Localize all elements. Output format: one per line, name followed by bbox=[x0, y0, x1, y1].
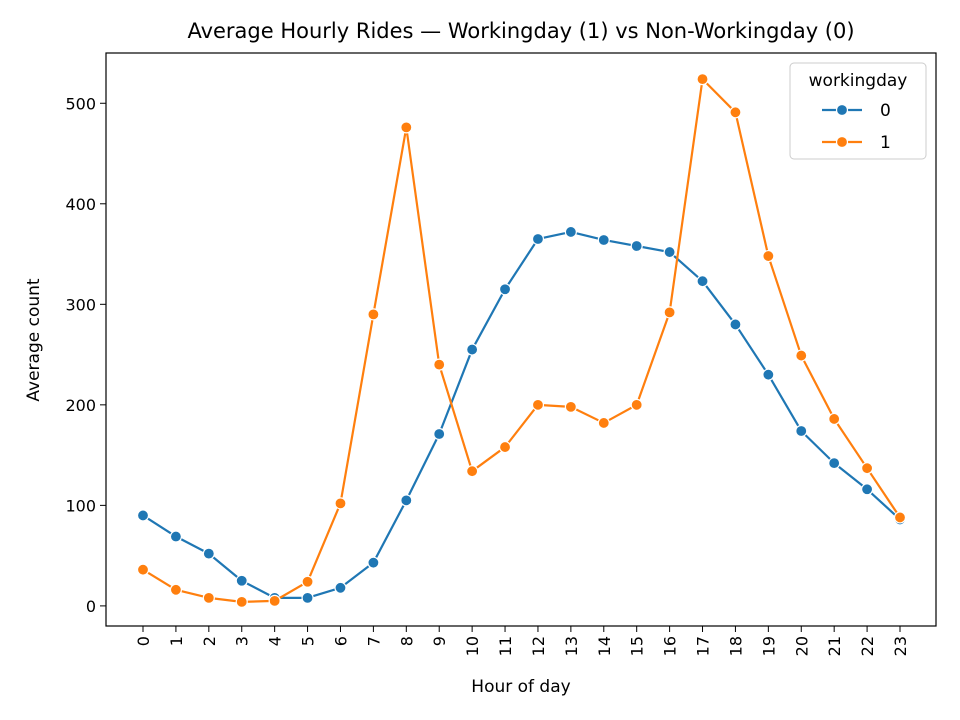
x-tick-label: 5 bbox=[299, 636, 318, 646]
data-point bbox=[498, 440, 512, 454]
data-point bbox=[762, 368, 775, 381]
legend: workingday 01 bbox=[789, 62, 927, 160]
data-point bbox=[729, 318, 742, 331]
data-point bbox=[729, 106, 742, 119]
data-point bbox=[169, 583, 183, 596]
legend-label: 1 bbox=[880, 133, 891, 153]
data-point bbox=[696, 73, 709, 86]
data-point bbox=[235, 574, 248, 587]
x-tick-label: 16 bbox=[661, 636, 680, 656]
data-point bbox=[202, 591, 215, 604]
x-tick-label: 9 bbox=[430, 636, 449, 646]
data-point bbox=[564, 400, 577, 413]
y-tick-label: 500 bbox=[65, 94, 96, 113]
x-tick-label: 22 bbox=[858, 636, 877, 656]
x-tick-label: 8 bbox=[397, 636, 416, 646]
data-point bbox=[235, 595, 248, 608]
x-tick-label: 1 bbox=[167, 636, 186, 646]
data-point bbox=[893, 511, 907, 524]
x-tick-label: 11 bbox=[496, 636, 515, 656]
data-point bbox=[169, 530, 183, 543]
x-tick-label: 7 bbox=[364, 636, 383, 646]
series-1 bbox=[136, 73, 907, 608]
data-point bbox=[433, 358, 446, 371]
data-point bbox=[301, 575, 314, 588]
data-point bbox=[696, 275, 709, 288]
data-point bbox=[860, 462, 874, 475]
data-point bbox=[301, 591, 314, 604]
x-axis-title: Hour of day bbox=[471, 677, 570, 697]
x-tick-label: 19 bbox=[759, 636, 778, 656]
data-point bbox=[630, 398, 643, 411]
x-tick-label: 17 bbox=[694, 636, 713, 656]
x-tick-label: 6 bbox=[331, 636, 350, 646]
y-tick-label: 100 bbox=[65, 496, 96, 515]
data-point bbox=[531, 398, 545, 411]
y-axis-title: Average count bbox=[24, 278, 44, 402]
x-tick-label: 23 bbox=[891, 636, 910, 656]
legend-title: workingday bbox=[809, 71, 908, 91]
x-tick-label: 12 bbox=[529, 636, 548, 656]
data-point bbox=[400, 494, 413, 507]
data-point bbox=[433, 427, 446, 441]
data-point bbox=[762, 249, 775, 263]
data-point bbox=[202, 547, 215, 560]
x-tick-label: 15 bbox=[628, 636, 647, 656]
x-tick-label: 0 bbox=[134, 636, 153, 646]
y-tick-label: 400 bbox=[65, 195, 96, 214]
x-tick-label: 4 bbox=[266, 636, 285, 646]
data-point bbox=[466, 465, 479, 478]
y-axis: 0 100 200 300 400 500 bbox=[65, 94, 106, 616]
legend-entries: 01 bbox=[822, 101, 891, 153]
data-point bbox=[597, 416, 610, 430]
data-point bbox=[828, 457, 841, 470]
plot-area-frame bbox=[105, 52, 937, 627]
data-point bbox=[663, 306, 676, 319]
x-tick-label: 2 bbox=[200, 636, 219, 646]
data-point bbox=[334, 497, 347, 510]
data-point bbox=[531, 232, 545, 246]
data-point bbox=[400, 121, 413, 134]
x-tick-label: 20 bbox=[792, 636, 811, 656]
data-point bbox=[466, 343, 479, 356]
series-line-0 bbox=[142, 230, 901, 599]
x-tick-label: 21 bbox=[825, 636, 844, 656]
data-point bbox=[795, 424, 808, 438]
data-point bbox=[367, 556, 380, 569]
data-point bbox=[498, 283, 512, 296]
data-point bbox=[268, 594, 281, 607]
legend-label: 0 bbox=[880, 101, 891, 121]
series-line-1 bbox=[142, 78, 901, 603]
data-point bbox=[630, 239, 643, 253]
chart-title: Average Hourly Rides — Workingday (1) vs… bbox=[187, 19, 854, 43]
data-point bbox=[367, 308, 380, 321]
data-point bbox=[828, 412, 841, 426]
x-tick-label: 3 bbox=[233, 636, 252, 646]
legend-swatch-marker bbox=[835, 135, 849, 149]
data-point bbox=[136, 509, 150, 522]
legend-swatch-marker bbox=[835, 103, 849, 117]
data-point bbox=[795, 349, 808, 362]
series-layer bbox=[136, 73, 907, 608]
data-point bbox=[860, 483, 874, 496]
x-tick-label: 10 bbox=[463, 636, 482, 656]
x-tick-label: 18 bbox=[726, 636, 745, 656]
data-point bbox=[334, 581, 347, 594]
data-point bbox=[136, 563, 150, 576]
data-point bbox=[663, 245, 676, 259]
y-tick-label: 300 bbox=[65, 295, 96, 314]
y-tick-label: 200 bbox=[65, 396, 96, 415]
x-axis: 0 1 2 3 4 5 6 7 8 9 10 11 12 13 14 15 16 17 18 19 20 21 22 23 bbox=[134, 626, 910, 656]
x-tick-label: 14 bbox=[595, 636, 614, 656]
y-tick-label: 0 bbox=[86, 597, 96, 616]
x-tick-label: 13 bbox=[562, 636, 581, 656]
series-0 bbox=[136, 225, 907, 604]
data-point bbox=[597, 233, 610, 247]
data-point bbox=[564, 225, 577, 239]
